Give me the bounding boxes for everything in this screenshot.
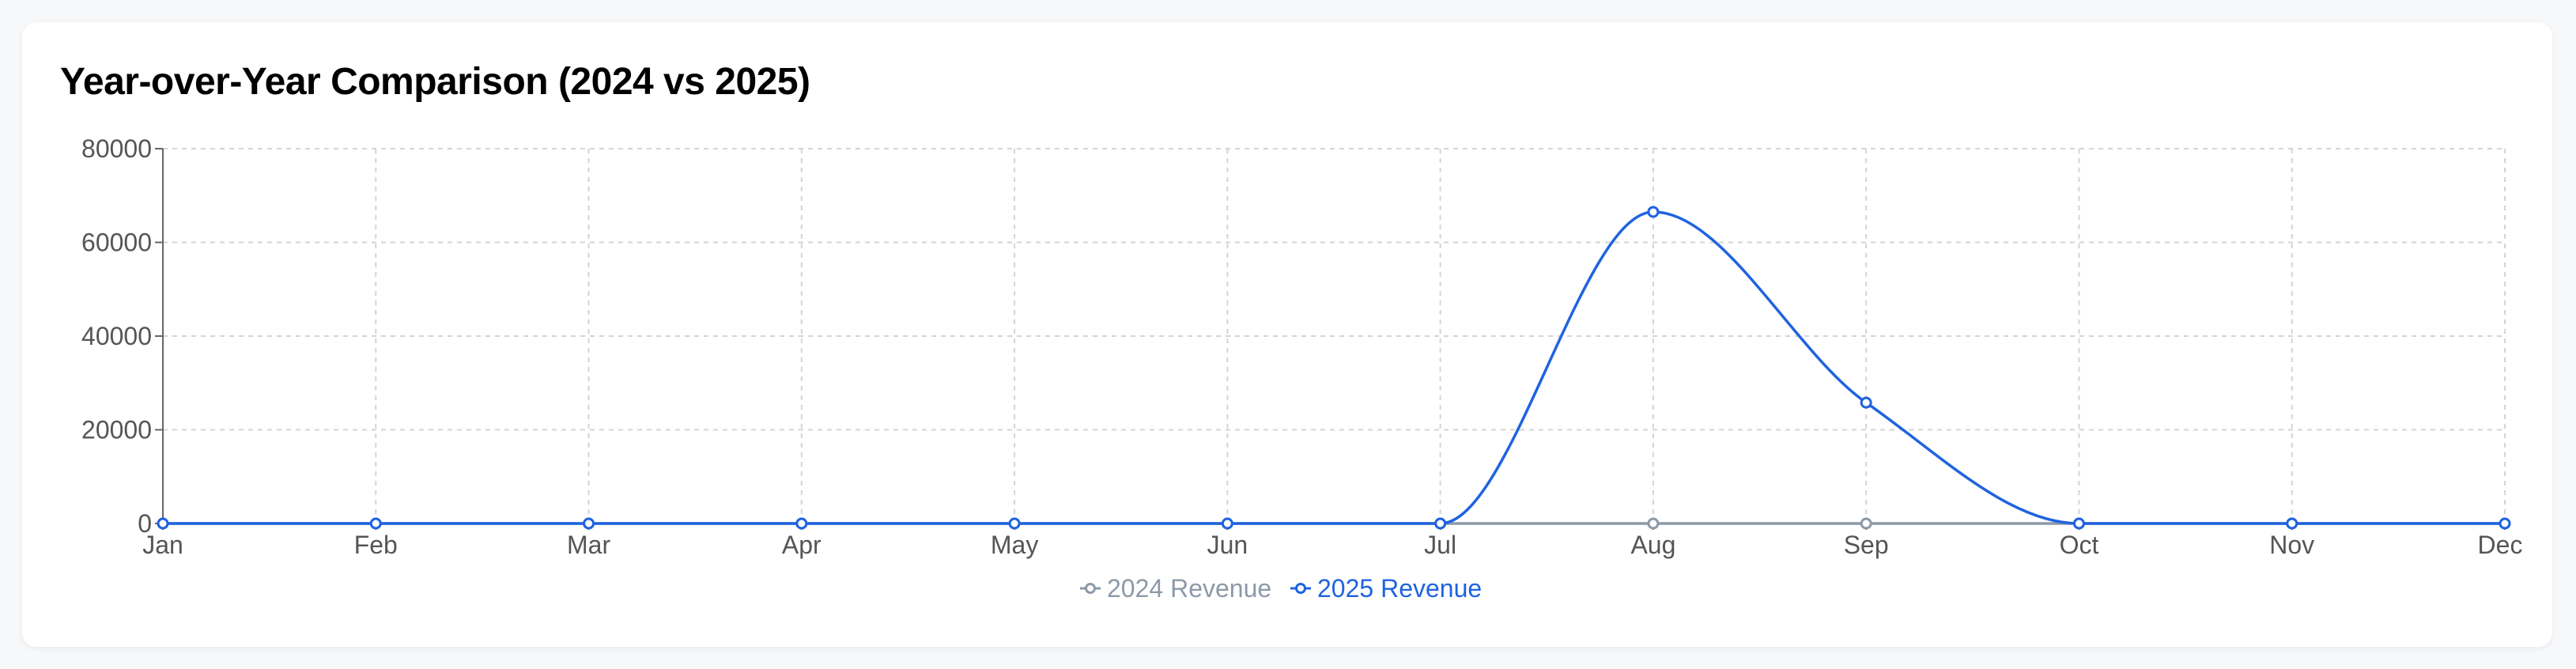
y-tick-label: 80000 bbox=[81, 134, 152, 163]
data-point bbox=[1221, 517, 1233, 530]
legend-swatch-marker bbox=[1085, 583, 1096, 594]
y-tick-label: 20000 bbox=[81, 416, 152, 444]
data-point bbox=[2286, 517, 2298, 530]
series-line-2025 bbox=[163, 210, 2505, 525]
x-tick-label: Jan bbox=[142, 531, 183, 559]
data-point bbox=[1860, 517, 1872, 530]
x-tick-label: Apr bbox=[782, 531, 822, 559]
data-point bbox=[2499, 517, 2511, 530]
data-point bbox=[157, 517, 169, 530]
x-tick-label: Nov bbox=[2269, 531, 2314, 559]
legend-swatch-marker bbox=[1295, 583, 1306, 594]
data-point bbox=[1434, 517, 1447, 530]
x-tick-label: Mar bbox=[567, 531, 610, 559]
data-point bbox=[369, 517, 382, 530]
data-point bbox=[583, 517, 595, 530]
x-tick-label: Feb bbox=[354, 531, 398, 559]
x-tick-label: Dec bbox=[2478, 531, 2523, 559]
y-tick-label: 0 bbox=[138, 509, 152, 538]
x-tick-label: May bbox=[991, 531, 1038, 559]
chart-card: Year-over-Year Comparison (2024 vs 2025)… bbox=[22, 22, 2552, 647]
data-point bbox=[1860, 396, 1872, 409]
x-tick-label: Jun bbox=[1207, 531, 1248, 559]
x-tick-label: Sep bbox=[1844, 531, 1889, 559]
data-point bbox=[1008, 517, 1021, 530]
data-point bbox=[2072, 517, 2085, 530]
line-chart: 0 20000 40000 60000 80000 Jan Feb Mar Apr May Jun J… bbox=[81, 134, 2523, 603]
x-tick-label: Aug bbox=[1630, 531, 1675, 559]
y-tick-label: 60000 bbox=[81, 229, 152, 257]
data-point bbox=[795, 517, 808, 530]
data-point bbox=[1647, 517, 1660, 530]
y-tick-label: 40000 bbox=[81, 322, 152, 350]
data-point bbox=[1647, 206, 1660, 218]
x-tick-label: Jul bbox=[1424, 531, 1456, 559]
x-tick-label: Oct bbox=[2060, 531, 2099, 559]
chart-title: Year-over-Year Comparison (2024 vs 2025) bbox=[60, 61, 810, 103]
legend-label: 2025 Revenue bbox=[1317, 574, 1482, 603]
legend-label: 2024 Revenue bbox=[1107, 574, 1271, 603]
